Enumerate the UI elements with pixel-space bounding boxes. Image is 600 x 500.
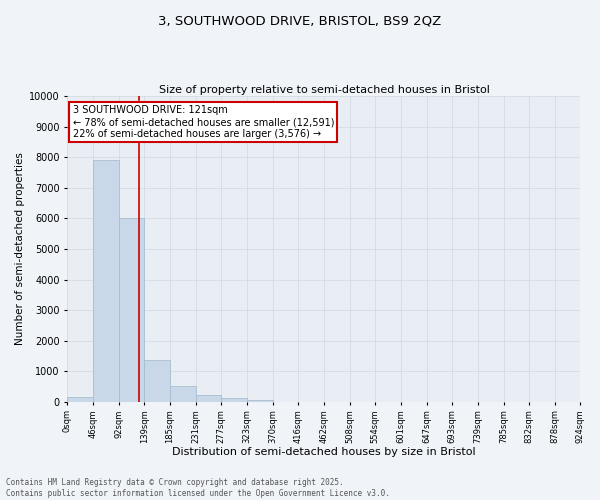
X-axis label: Distribution of semi-detached houses by size in Bristol: Distribution of semi-detached houses by …: [172, 448, 476, 458]
Bar: [247, 400, 272, 402]
Bar: [221, 398, 247, 402]
Text: 3, SOUTHWOOD DRIVE, BRISTOL, BS9 2QZ: 3, SOUTHWOOD DRIVE, BRISTOL, BS9 2QZ: [158, 15, 442, 28]
Text: Contains HM Land Registry data © Crown copyright and database right 2025.
Contai: Contains HM Land Registry data © Crown c…: [6, 478, 390, 498]
Y-axis label: Number of semi-detached properties: Number of semi-detached properties: [15, 152, 25, 346]
Bar: [93, 160, 119, 402]
Text: 3 SOUTHWOOD DRIVE: 121sqm
← 78% of semi-detached houses are smaller (12,591)
22%: 3 SOUTHWOOD DRIVE: 121sqm ← 78% of semi-…: [73, 106, 334, 138]
Bar: [145, 360, 170, 402]
Bar: [196, 395, 221, 402]
Title: Size of property relative to semi-detached houses in Bristol: Size of property relative to semi-detach…: [158, 86, 490, 96]
Bar: [119, 218, 145, 402]
Bar: [67, 397, 93, 402]
Bar: [170, 386, 196, 402]
